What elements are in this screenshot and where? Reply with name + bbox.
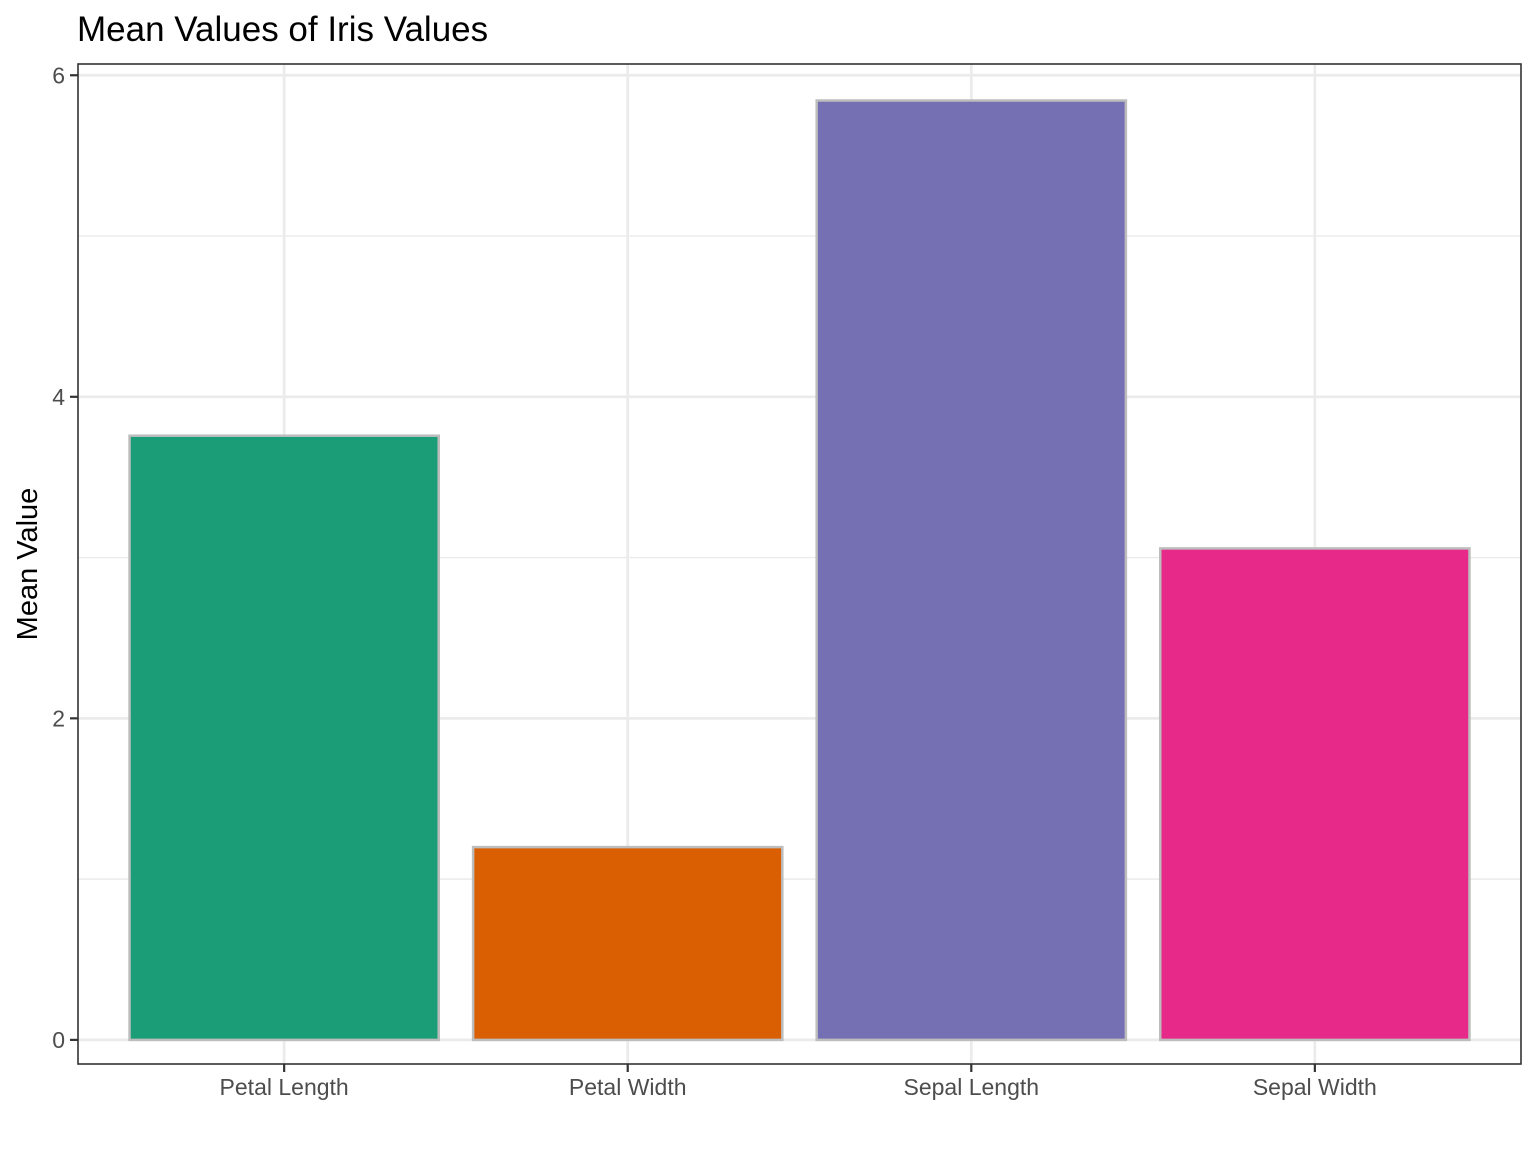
y-tick-label: 2 [52, 705, 65, 731]
x-tick-label: Petal Length [220, 1074, 349, 1100]
y-tick-label: 0 [52, 1027, 65, 1053]
y-axis-title: Mean Value [12, 488, 44, 641]
bar-sepal-width [1159, 547, 1471, 1042]
bar-sepal-length [815, 99, 1128, 1042]
y-tick-label: 6 [52, 62, 65, 88]
y-tick-label: 4 [52, 384, 65, 410]
bars [128, 99, 1471, 1042]
x-axis: Petal Length Petal Width Sepal Length Sepal… [220, 1064, 1377, 1100]
x-tick-label: Sepal Length [903, 1074, 1039, 1100]
y-axis: 0 2 4 6 [52, 62, 78, 1053]
bar-petal-length [128, 434, 441, 1042]
x-tick-label: Petal Width [569, 1074, 687, 1100]
chart-title: Mean Values of Iris Values [77, 10, 488, 49]
bar-petal-width [471, 845, 784, 1042]
panel-border [77, 63, 1522, 1065]
x-tick-label: Sepal Width [1253, 1074, 1377, 1100]
